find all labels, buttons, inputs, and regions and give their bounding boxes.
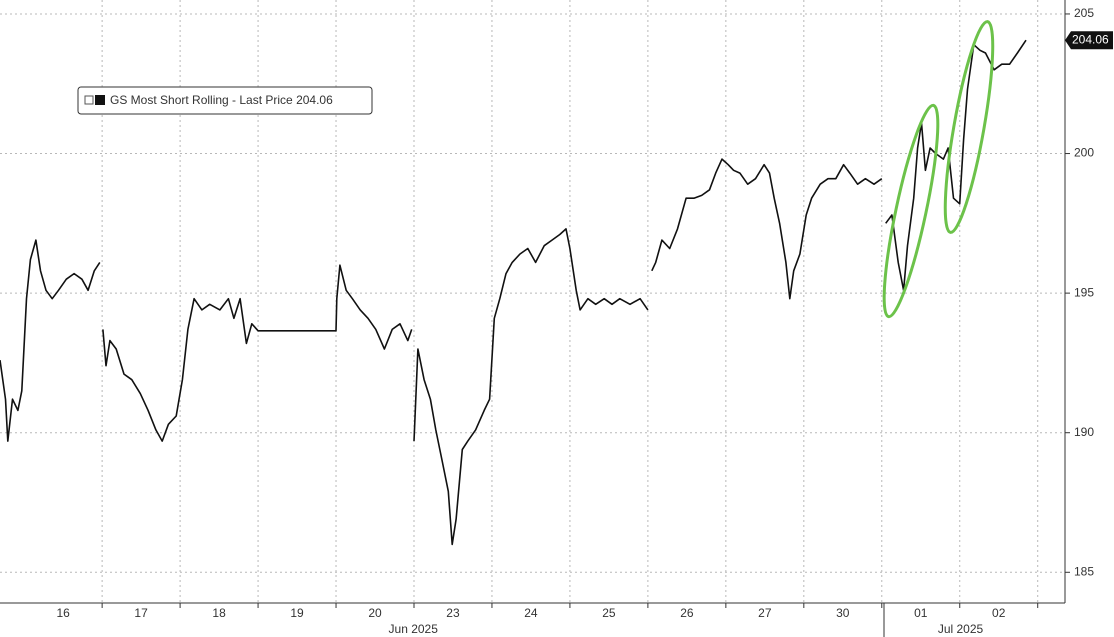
x-tick-label: 24 bbox=[524, 606, 538, 620]
legend-swatch bbox=[95, 95, 105, 105]
y-tick-label: 185 bbox=[1074, 564, 1094, 578]
month-label: Jul 2025 bbox=[938, 622, 984, 636]
last-price-label: 204.06 bbox=[1072, 32, 1109, 46]
price-line bbox=[0, 39, 1027, 546]
x-tick-label: 16 bbox=[56, 606, 70, 620]
x-tick-label: 27 bbox=[758, 606, 772, 620]
x-tick-label: 20 bbox=[368, 606, 382, 620]
x-tick-label: 19 bbox=[290, 606, 304, 620]
highlight-ellipse bbox=[882, 103, 940, 319]
y-tick-label: 195 bbox=[1074, 285, 1094, 299]
y-tick-label: 200 bbox=[1074, 146, 1094, 160]
data-layer bbox=[0, 39, 1027, 546]
legend-box bbox=[77, 86, 373, 115]
x-tick-label: 26 bbox=[680, 606, 694, 620]
x-tick-label: 25 bbox=[602, 606, 616, 620]
x-tick-label: 23 bbox=[446, 606, 460, 620]
legend: GS Most Short Rolling - Last Price 204.0… bbox=[77, 86, 373, 115]
y-tick-label: 190 bbox=[1074, 425, 1094, 439]
y-tick-label: 205 bbox=[1074, 6, 1094, 20]
x-tick-label: 02 bbox=[992, 606, 1006, 620]
last-price-badge bbox=[1065, 31, 1113, 50]
legend-label: GS Most Short Rolling - Last Price 204.0… bbox=[110, 93, 333, 107]
highlight-ellipse bbox=[943, 20, 995, 234]
x-tick-label: 01 bbox=[914, 606, 928, 620]
month-label: Jun 2025 bbox=[389, 622, 439, 636]
legend-icon bbox=[84, 95, 94, 105]
x-tick-label: 30 bbox=[836, 606, 850, 620]
x-tick-label: 17 bbox=[134, 606, 148, 620]
x-tick-label: 18 bbox=[212, 606, 226, 620]
